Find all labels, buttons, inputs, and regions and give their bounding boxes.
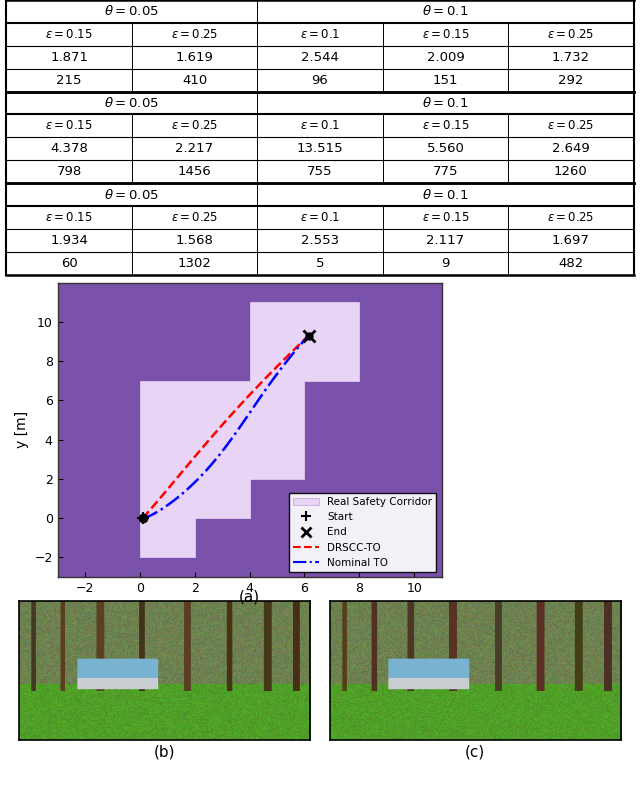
Text: 1.934: 1.934 <box>50 234 88 247</box>
DRSCC-TO <box>234 403 242 412</box>
Nominal TO <box>255 396 262 405</box>
Text: $\epsilon = 0.15$: $\epsilon = 0.15$ <box>422 28 469 41</box>
Text: 151: 151 <box>433 73 458 87</box>
Text: 2.544: 2.544 <box>301 51 339 64</box>
Text: $\epsilon = 0.1$: $\epsilon = 0.1$ <box>300 28 340 41</box>
Text: 2.649: 2.649 <box>552 142 589 155</box>
Text: $\epsilon = 0.25$: $\epsilon = 0.25$ <box>171 211 218 224</box>
X-axis label: x [m]: x [m] <box>231 600 268 615</box>
Text: 2.117: 2.117 <box>426 234 465 247</box>
Text: 2.553: 2.553 <box>301 234 339 247</box>
Nominal TO <box>229 432 237 442</box>
Y-axis label: y [m]: y [m] <box>15 412 29 448</box>
Text: 798: 798 <box>56 165 82 178</box>
Text: 1.697: 1.697 <box>552 234 590 247</box>
Text: 4.378: 4.378 <box>50 142 88 155</box>
Text: $\epsilon = 0.25$: $\epsilon = 0.25$ <box>547 211 595 224</box>
Text: (b): (b) <box>154 745 175 759</box>
Text: 1.732: 1.732 <box>552 51 590 64</box>
DRSCC-TO <box>284 352 291 361</box>
Line: Nominal TO: Nominal TO <box>143 336 308 518</box>
Text: $\theta = 0.05$: $\theta = 0.05$ <box>104 188 159 201</box>
Legend: Real Safety Corridor, Start, End, DRSCC-TO, Nominal TO: Real Safety Corridor, Start, End, DRSCC-… <box>289 493 436 572</box>
Text: 2.217: 2.217 <box>175 142 214 155</box>
Text: 1.871: 1.871 <box>50 51 88 64</box>
Text: 1.568: 1.568 <box>175 234 214 247</box>
Nominal TO <box>287 352 294 361</box>
Text: $\theta = 0.1$: $\theta = 0.1$ <box>422 96 468 110</box>
DRSCC-TO <box>305 331 312 341</box>
DRSCC-TO <box>232 405 240 415</box>
Text: 96: 96 <box>312 73 328 87</box>
Text: $\epsilon = 0.1$: $\epsilon = 0.1$ <box>300 211 340 224</box>
Polygon shape <box>140 302 359 557</box>
DRSCC-TO <box>207 432 215 442</box>
Text: 60: 60 <box>61 256 77 270</box>
Text: 5: 5 <box>316 256 324 270</box>
Text: $\epsilon = 0.1$: $\epsilon = 0.1$ <box>300 119 340 132</box>
Text: $\epsilon = 0.25$: $\epsilon = 0.25$ <box>171 28 218 41</box>
Text: $\theta = 0.1$: $\theta = 0.1$ <box>422 188 468 201</box>
Text: 775: 775 <box>433 165 458 178</box>
Nominal TO <box>139 513 147 523</box>
Text: $\epsilon = 0.15$: $\epsilon = 0.15$ <box>422 211 469 224</box>
DRSCC-TO <box>247 388 255 398</box>
Text: $\epsilon = 0.25$: $\epsilon = 0.25$ <box>547 119 595 132</box>
Text: (a): (a) <box>239 590 260 604</box>
Text: 482: 482 <box>558 256 584 270</box>
Text: $\epsilon = 0.15$: $\epsilon = 0.15$ <box>422 119 469 132</box>
Text: 410: 410 <box>182 73 207 87</box>
Nominal TO <box>305 331 312 341</box>
Text: $\epsilon = 0.25$: $\epsilon = 0.25$ <box>171 119 218 132</box>
Text: 9: 9 <box>441 256 450 270</box>
Text: 13.515: 13.515 <box>297 142 343 155</box>
Text: 1260: 1260 <box>554 165 588 178</box>
Line: DRSCC-TO: DRSCC-TO <box>143 336 308 518</box>
Text: (c): (c) <box>465 745 485 759</box>
Text: $\theta = 0.05$: $\theta = 0.05$ <box>104 96 159 110</box>
Text: $\epsilon = 0.15$: $\epsilon = 0.15$ <box>45 119 93 132</box>
DRSCC-TO <box>241 396 248 405</box>
Text: 1456: 1456 <box>178 165 211 178</box>
Text: 215: 215 <box>56 73 82 87</box>
Text: 1302: 1302 <box>178 256 211 270</box>
Text: 2.009: 2.009 <box>427 51 464 64</box>
Text: $\epsilon = 0.15$: $\epsilon = 0.15$ <box>45 211 93 224</box>
Text: $\theta = 0.1$: $\theta = 0.1$ <box>422 5 468 18</box>
Nominal TO <box>248 405 256 415</box>
Nominal TO <box>259 388 267 398</box>
DRSCC-TO <box>139 513 147 523</box>
Text: $\theta = 0.05$: $\theta = 0.05$ <box>104 5 159 18</box>
Text: 1.619: 1.619 <box>175 51 214 64</box>
Text: $\epsilon = 0.25$: $\epsilon = 0.25$ <box>547 28 595 41</box>
Text: 292: 292 <box>558 73 584 87</box>
Text: $\epsilon = 0.15$: $\epsilon = 0.15$ <box>45 28 93 41</box>
Text: 755: 755 <box>307 165 333 178</box>
Nominal TO <box>250 403 257 412</box>
Text: 5.560: 5.560 <box>426 142 465 155</box>
